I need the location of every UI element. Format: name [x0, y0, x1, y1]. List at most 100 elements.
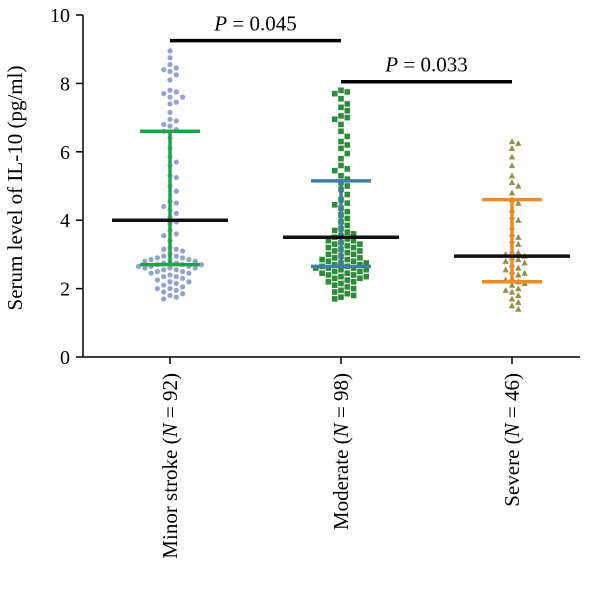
data-point — [167, 77, 173, 83]
data-point — [508, 144, 516, 151]
data-point — [154, 268, 160, 275]
data-point — [167, 94, 173, 100]
data-point — [508, 302, 516, 309]
data-point — [338, 87, 344, 94]
data-point — [161, 274, 167, 280]
data-point — [508, 138, 516, 145]
data-point — [325, 258, 332, 265]
y-tick-label: 2 — [60, 279, 70, 301]
y-axis-ticks: 0 2 4 6 8 10 — [50, 5, 513, 369]
data-point — [180, 291, 186, 297]
data-point — [167, 87, 173, 93]
data-point — [173, 99, 179, 105]
category-label: Minor stroke (N = 92) — [158, 373, 182, 559]
p-value: = 0.045 — [227, 12, 297, 36]
data-point — [161, 203, 167, 210]
category-label-suffix: = 46) — [500, 373, 524, 423]
data-point — [344, 277, 351, 283]
data-point — [350, 231, 357, 237]
data-point — [161, 267, 167, 273]
data-point — [515, 285, 522, 292]
p-value: = 0.033 — [398, 53, 468, 77]
data-point — [173, 89, 179, 95]
data-point — [331, 241, 338, 247]
data-point — [319, 256, 325, 263]
y-tick-label: 6 — [60, 142, 70, 164]
data-point — [344, 249, 351, 256]
data-point — [167, 68, 173, 75]
category-label: Moderate (N = 98) — [329, 373, 353, 530]
data-point — [167, 101, 173, 107]
p-symbol: P — [384, 53, 398, 77]
data-point — [167, 61, 173, 68]
data-point — [338, 121, 344, 128]
data-point — [135, 263, 142, 269]
data-point — [350, 285, 357, 292]
data-point — [192, 265, 198, 271]
data-point — [344, 200, 351, 206]
data-point — [180, 275, 186, 281]
data-point — [363, 260, 369, 266]
data-point — [331, 296, 338, 302]
data-point — [331, 90, 338, 97]
data-point — [331, 282, 338, 288]
category-label-prefix: Moderate ( — [329, 437, 353, 530]
data-point — [198, 262, 205, 268]
data-point — [331, 248, 338, 254]
data-point — [521, 269, 528, 276]
data-point — [338, 162, 344, 169]
data-point — [338, 128, 344, 135]
data-point — [161, 246, 167, 252]
data-point — [344, 256, 351, 263]
data-point — [154, 255, 160, 261]
data-point — [331, 116, 338, 123]
data-point — [508, 172, 516, 179]
data-point — [338, 266, 344, 273]
data-point — [350, 244, 357, 251]
data-point — [161, 121, 167, 128]
data-point — [515, 264, 522, 271]
data-point — [167, 123, 173, 129]
data-point — [515, 216, 522, 223]
data-point — [515, 292, 522, 299]
data-point — [515, 233, 522, 240]
data-point — [350, 292, 357, 299]
data-point — [167, 279, 173, 285]
data-point — [344, 150, 351, 157]
data-point — [142, 258, 148, 264]
data-point — [515, 139, 522, 146]
data-point — [161, 296, 167, 302]
data-point — [357, 268, 363, 275]
data-point — [173, 118, 179, 124]
data-point — [508, 162, 516, 169]
summary-bars — [112, 129, 570, 284]
data-point — [515, 240, 522, 247]
data-point — [167, 109, 173, 116]
data-point — [167, 265, 173, 271]
data-point — [350, 278, 357, 285]
data-point — [173, 267, 179, 273]
data-point — [344, 229, 351, 235]
data-point — [344, 183, 351, 189]
data-point — [192, 258, 198, 264]
data-point — [180, 268, 186, 275]
category-label-prefix: Severe ( — [500, 437, 524, 506]
data-point — [186, 256, 192, 263]
data-point — [338, 273, 344, 280]
data-point — [338, 155, 344, 162]
data-point — [154, 286, 160, 292]
data-point — [344, 243, 351, 249]
data-point — [338, 145, 344, 152]
data-point — [167, 116, 173, 122]
data-point — [325, 244, 332, 251]
data-point — [173, 253, 179, 259]
data-point — [357, 255, 363, 261]
data-point — [363, 266, 369, 273]
data-point — [515, 182, 522, 189]
data-point — [161, 253, 167, 259]
data-point — [173, 72, 179, 78]
data-point — [515, 305, 522, 312]
category-labels: Minor stroke (N = 92) Moderate (N = 98) Se… — [158, 373, 524, 559]
data-point — [331, 255, 338, 261]
data-point — [173, 246, 179, 252]
